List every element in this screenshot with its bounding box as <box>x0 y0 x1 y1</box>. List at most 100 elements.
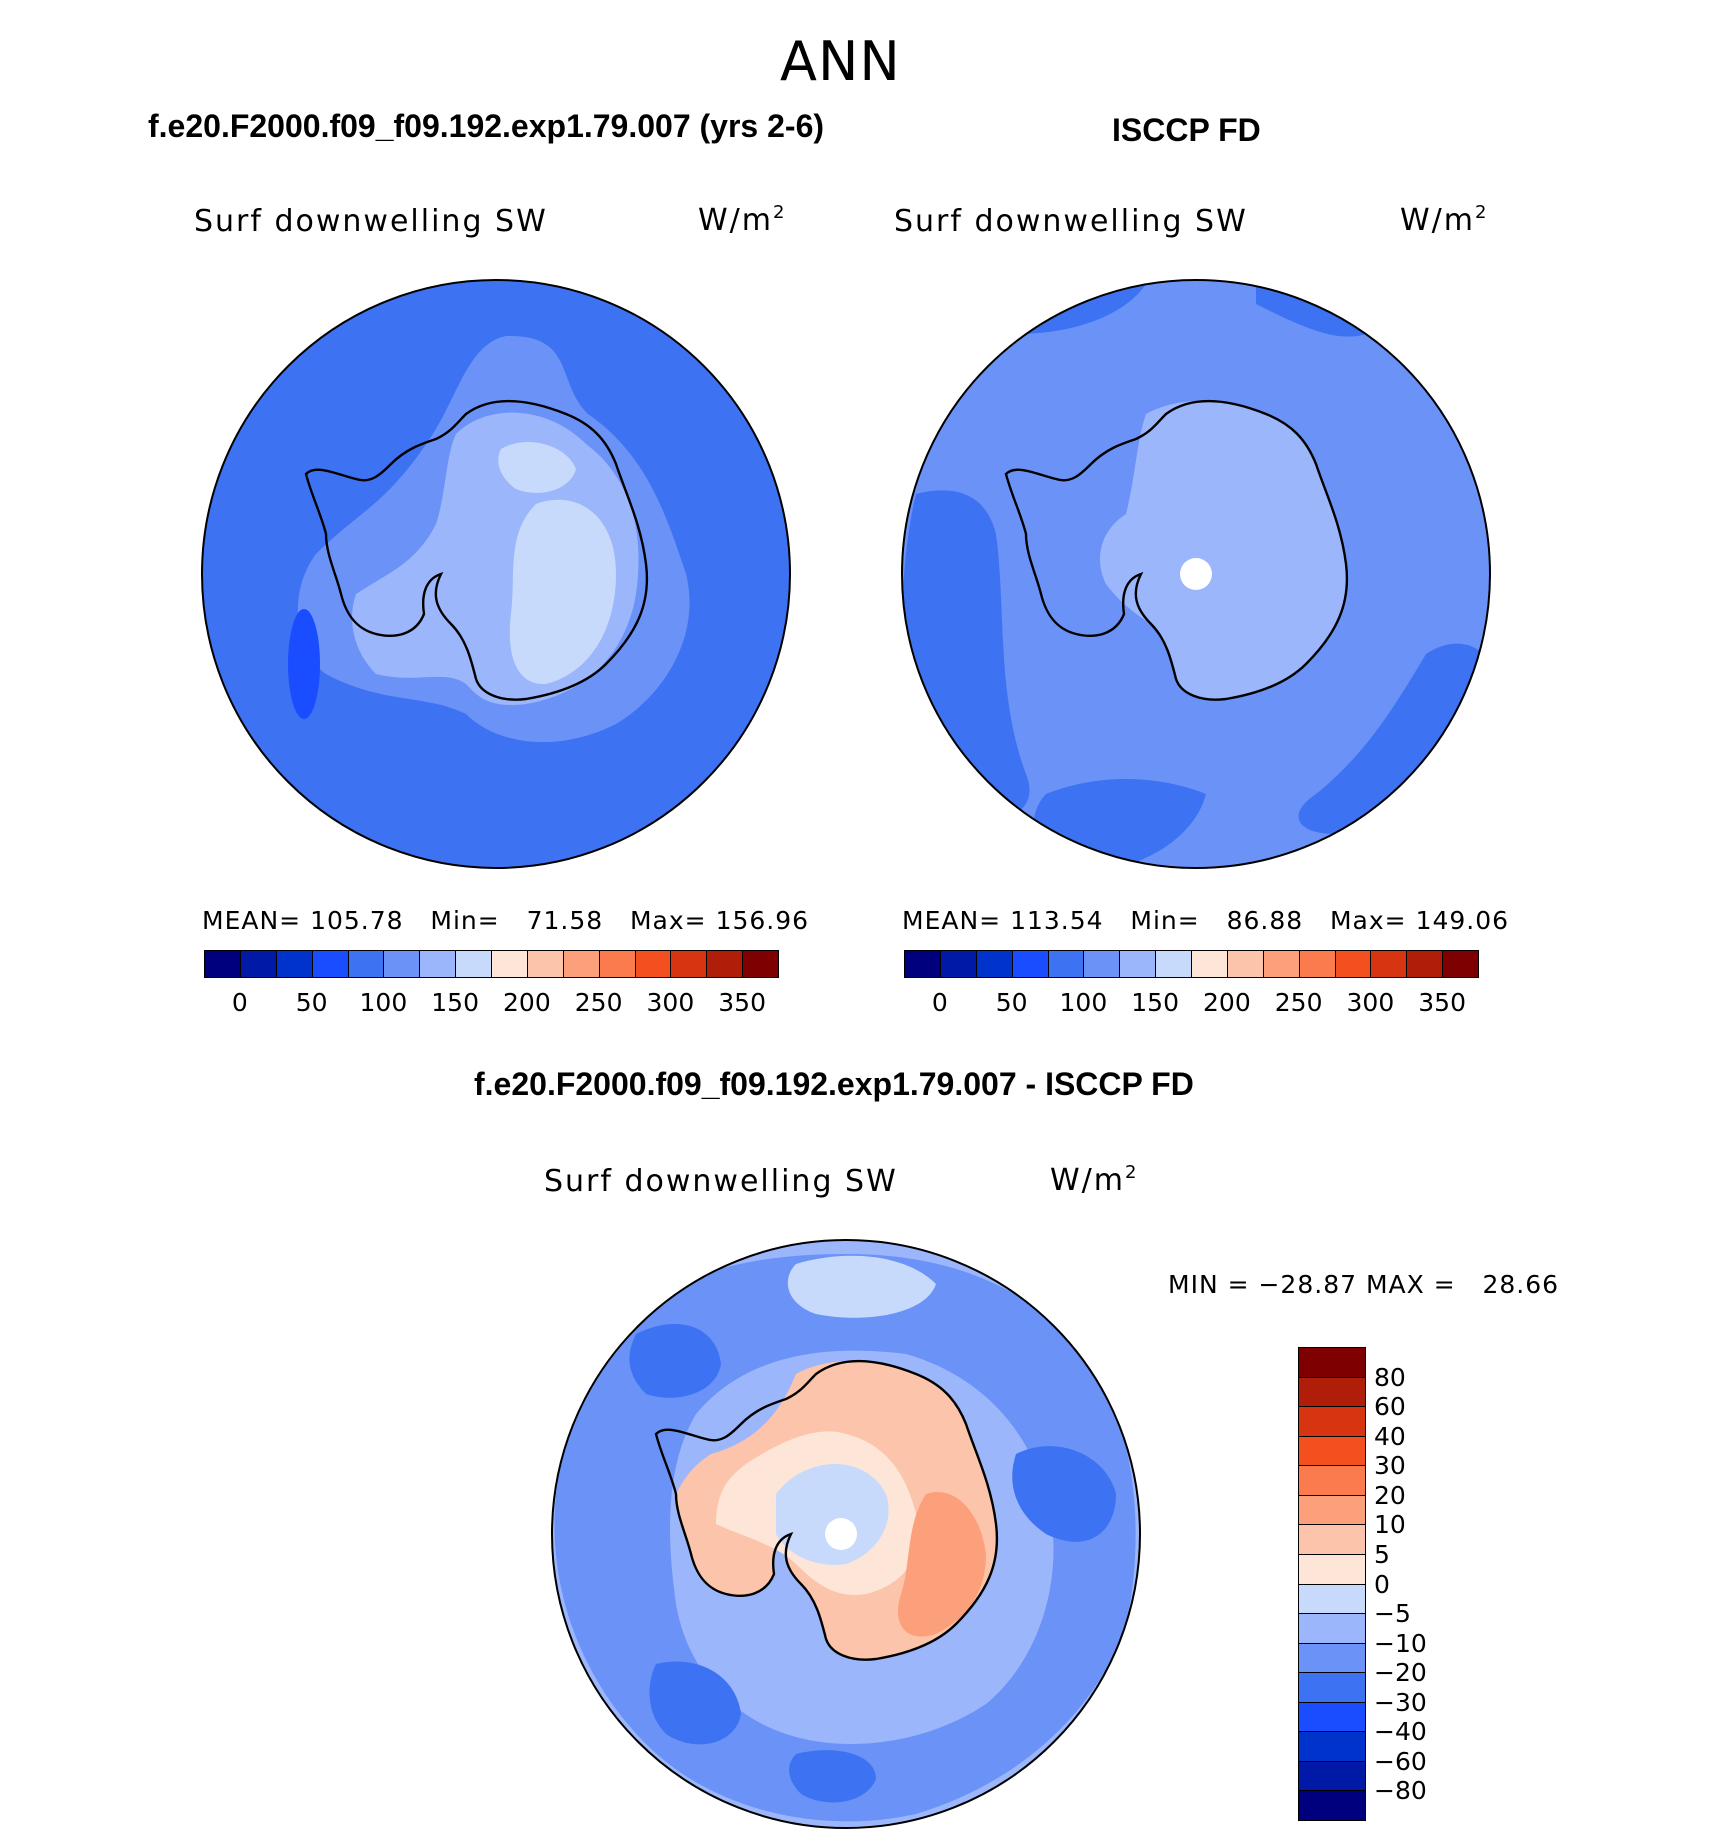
model-colorbar-tick-label: 0 <box>231 988 248 1017</box>
map3-dark-blob-d <box>789 1750 876 1803</box>
diff-colorbar-swatch <box>1298 1731 1366 1762</box>
map3-pole-hole <box>825 1518 857 1550</box>
diff-colorbar-tick-label: 5 <box>1374 1539 1390 1569</box>
diff-colorbar-swatch <box>1298 1494 1366 1526</box>
diff-colorbar-tick-label: 0 <box>1374 1569 1390 1599</box>
map3-antarctica-outline <box>654 1359 999 1661</box>
colorbar-obs-ticks: 0 50 100 150 200 250 300 350 <box>904 988 1478 1018</box>
colorbar-diff-ticks: 80 60 40 30 20 10 5 0 −5 −10 −20 −30 −40 −60 −80 <box>1374 1347 1464 1820</box>
obs-colorbar-swatch <box>1155 950 1192 978</box>
colorbar-obs <box>904 950 1479 980</box>
diff-colorbar-swatch <box>1298 1760 1366 1792</box>
obs-colorbar-tick-label: 300 <box>1346 988 1395 1017</box>
panel2-case-title: ISCCP FD <box>1112 112 1261 148</box>
map1-ice-light-b <box>498 441 576 493</box>
model-colorbar-swatch <box>634 950 672 978</box>
model-colorbar-swatch <box>706 950 744 978</box>
diff-colorbar-tick-label: −80 <box>1374 1776 1427 1806</box>
diff-colorbar-swatch <box>1298 1406 1366 1437</box>
diff-colorbar-tick-label: −40 <box>1374 1717 1427 1747</box>
diff-colorbar-tick-label: 20 <box>1374 1480 1406 1510</box>
map1-frame <box>201 279 791 869</box>
diff-variable-label: Surf downwelling SW <box>544 1164 898 1199</box>
obs-colorbar-swatch <box>1262 950 1300 978</box>
model-colorbar-swatch <box>204 950 241 978</box>
model-colorbar-swatch <box>742 950 779 978</box>
obs-colorbar-swatch <box>904 950 941 978</box>
map2-dark-right <box>1298 643 1490 834</box>
model-colorbar-swatch <box>491 950 528 978</box>
obs-colorbar-tick-label: 200 <box>1203 988 1251 1017</box>
model-colorbar-tick-label: 150 <box>431 988 479 1017</box>
diff-colorbar-tick-label: −20 <box>1374 1658 1427 1688</box>
obs-colorbar-swatch <box>1047 950 1085 978</box>
diff-colorbar-tick-label: 80 <box>1374 1362 1406 1392</box>
colorbar-model <box>204 950 779 980</box>
diff-colorbar-swatch <box>1298 1583 1366 1615</box>
panel1-case-title: f.e20.F2000.f09_f09.192.exp1.79.007 (yrs… <box>148 108 825 144</box>
panel1-stats: MEAN= 105.78 Min= 71.58 Max= 156.96 <box>202 906 810 935</box>
obs-colorbar-swatch <box>1119 950 1157 978</box>
diff-colorbar-swatch <box>1298 1672 1366 1703</box>
map3-dark-blob-b <box>1012 1446 1116 1542</box>
diff-colorbar-tick-label: −60 <box>1374 1746 1427 1776</box>
figure-title: ANN <box>780 30 901 93</box>
diff-colorbar-swatch <box>1298 1376 1366 1408</box>
diff-colorbar-swatch <box>1298 1435 1366 1467</box>
obs-colorbar-swatch <box>939 950 977 978</box>
model-colorbar-tick-label: 350 <box>718 988 766 1017</box>
diff-colorbar-tick-label: −5 <box>1374 1599 1411 1629</box>
diff-units-label: W/m2 <box>1050 1162 1139 1198</box>
model-colorbar-swatch <box>455 950 492 978</box>
map3-dark-blob-c <box>649 1661 741 1745</box>
obs-colorbar-tick-label: 50 <box>995 988 1028 1017</box>
model-colorbar-swatch <box>598 950 636 978</box>
diff-colorbar-swatch <box>1298 1524 1366 1555</box>
diff-colorbar-tick-label: 10 <box>1374 1510 1406 1540</box>
obs-colorbar-tick-label: 350 <box>1418 988 1466 1017</box>
obs-colorbar-tick-label: 150 <box>1131 988 1179 1017</box>
model-colorbar-swatch <box>419 950 457 978</box>
map3-frame <box>551 1239 1141 1829</box>
obs-colorbar-tick-label: 250 <box>1274 988 1323 1017</box>
map3-ice-pos-strong <box>897 1492 986 1637</box>
obs-colorbar-swatch <box>1334 950 1372 978</box>
model-colorbar-swatch <box>239 950 277 978</box>
map2-antarctica-outline <box>1004 399 1349 701</box>
diff-colorbar-tick-label: −30 <box>1374 1687 1427 1717</box>
obs-colorbar-swatch <box>1442 950 1479 978</box>
obs-polar-map <box>901 279 1491 869</box>
model-colorbar-swatch <box>275 950 313 978</box>
obs-colorbar-swatch <box>1083 950 1121 978</box>
map3-ice-center <box>776 1464 889 1565</box>
diff-colorbar-swatch <box>1298 1347 1366 1378</box>
diff-case-title: f.e20.F2000.f09_f09.192.exp1.79.007 - IS… <box>474 1066 1194 1102</box>
panel2-variable-label: Surf downwelling SW <box>894 204 1248 239</box>
map2-ice <box>1100 400 1347 700</box>
colorbar-diff <box>1298 1347 1366 1821</box>
obs-colorbar-swatch <box>975 950 1013 978</box>
map2-frame <box>901 279 1491 869</box>
map3-light-top <box>787 1255 936 1318</box>
obs-colorbar-swatch <box>1011 950 1049 978</box>
diff-colorbar-swatch <box>1298 1701 1366 1733</box>
obs-colorbar-swatch <box>1298 950 1336 978</box>
diff-colorbar-tick-label: 60 <box>1374 1392 1406 1422</box>
map2-pole-hole <box>1180 558 1212 590</box>
diff-colorbar-tick-label: −10 <box>1374 1628 1427 1658</box>
panel2-units-label: W/m2 <box>1400 202 1489 238</box>
diff-colorbar-tick-label: 40 <box>1374 1421 1406 1451</box>
model-colorbar-tick-label: 50 <box>295 988 328 1017</box>
obs-colorbar-tick-label: 0 <box>931 988 948 1017</box>
diff-colorbar-swatch <box>1298 1553 1366 1585</box>
obs-colorbar-swatch <box>1226 950 1264 978</box>
obs-colorbar-swatch <box>1191 950 1228 978</box>
diff-colorbar-swatch <box>1298 1790 1366 1821</box>
map3-dark-blob-a <box>629 1324 721 1398</box>
panel1-units-label: W/m2 <box>698 202 787 238</box>
colorbar-model-ticks: 0 50 100 150 200 250 300 350 <box>204 988 778 1018</box>
obs-colorbar-swatch <box>1406 950 1444 978</box>
diff-minmax-label: MIN = −28.87 MAX = 28.66 <box>1168 1270 1560 1299</box>
panel1-variable-label: Surf downwelling SW <box>194 204 548 239</box>
model-colorbar-tick-label: 200 <box>503 988 551 1017</box>
